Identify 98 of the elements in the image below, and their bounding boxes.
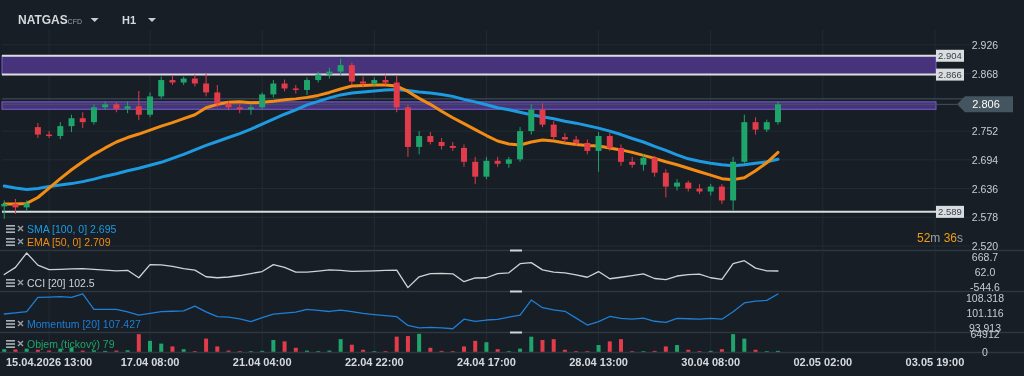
candlestick [674,178,681,192]
bar [484,342,489,352]
candlestick [90,103,97,126]
candlestick [416,130,423,155]
x-tick-label: 30.04 08:00 [681,356,741,368]
bar [462,346,466,352]
bar [417,333,422,352]
candlestick [539,102,546,128]
candlestick [191,74,198,87]
y-tick-label: 668.7 [971,251,999,263]
bar [159,343,164,352]
y-tick-label: 2.926 [971,38,999,51]
series-label: CCI [20] 102.5 [27,277,95,289]
ref-line-label: 2.806 [972,98,1000,111]
candlestick [360,76,367,88]
series-label: Momentum [20] 107.427 [27,318,141,330]
candlestick [147,91,154,118]
bar [338,339,343,352]
x-tick-label: 15.04.2026 13:00 [5,356,93,368]
bar [473,340,478,352]
x-tick-label: 22.04 22:00 [344,356,404,368]
candlestick [483,156,490,180]
ref-line-label: 2.589 [938,206,962,218]
y-tick-label: 108.318 [966,291,1005,304]
bar [170,346,175,352]
bar [518,348,523,352]
bar [148,340,153,352]
candlestick [617,143,624,167]
bar [204,338,209,352]
candlestick [595,131,602,173]
bar [529,336,534,352]
annotation: 52m 36s [916,231,964,245]
bar [428,347,433,352]
y-tick-label: 2.868 [971,67,999,80]
text: H1 [122,14,137,26]
y-tick-label: 2.636 [971,182,999,195]
bar [405,336,410,352]
line-series [3,252,779,289]
line-series [3,293,779,330]
bar [271,339,276,352]
y-tick-label: -544.6 [970,281,1001,294]
x-tick-label: 21.04 04:00 [232,356,292,368]
x-tick-label: 02.05 02:00 [793,356,853,368]
bar [282,341,287,352]
y-tick-label: 2.752 [971,125,999,138]
bar [596,345,601,352]
bar [58,348,63,352]
y-tick-label: 101.116 [966,306,1004,319]
candlestick [461,143,467,168]
bar [13,349,18,352]
bar [551,339,556,352]
x-tick-label: 17.04 08:00 [120,356,180,368]
candlestick [550,120,557,140]
candlestick [528,103,535,136]
candlestick [135,90,142,121]
bar [495,349,500,352]
bar [719,349,724,352]
candlestick [214,84,221,108]
bar [24,348,29,352]
chart-title: NATGAS [18,13,68,27]
text: EMA [50, 0] 2.709 [27,236,111,248]
x-tick-label: 03.05 19:00 [905,356,965,368]
bar [731,334,736,352]
candlestick [247,104,254,116]
text: SMA [100, 0] 2.695 [27,223,117,235]
candlestick [718,183,725,205]
x-tick-label: 28.04 13:00 [569,356,628,368]
y-tick-label: 2.578 [971,211,999,224]
bar [349,344,354,352]
y-tick-label: 0 [982,346,989,358]
bar [607,341,612,352]
ref-line-label: 2.866 [938,69,962,81]
bar [215,346,220,352]
candlestick [472,156,479,185]
bar [618,339,623,352]
bar [675,345,680,352]
y-tick-label: 62.0 [974,266,996,279]
candlestick [34,122,41,139]
y-tick-label: 2.520 [971,240,999,253]
candlestick [774,100,781,126]
bar [742,338,747,352]
candlestick [561,132,568,144]
x-tick-label: 24.04 17:00 [457,356,516,368]
candlestick [158,76,165,99]
y-tick-label: 2.694 [971,153,999,166]
bar [181,349,186,352]
bar [2,349,7,352]
bar [136,334,141,352]
bar [540,339,545,352]
candlestick [651,155,658,178]
candlestick [662,168,669,198]
bar [394,336,399,352]
bar [663,346,668,352]
series-label: Objem (tickový) 79 [27,338,115,350]
candlestick [348,62,355,86]
bar [293,347,298,352]
bar [69,347,74,352]
ref-line-label: 2.904 [938,50,962,62]
